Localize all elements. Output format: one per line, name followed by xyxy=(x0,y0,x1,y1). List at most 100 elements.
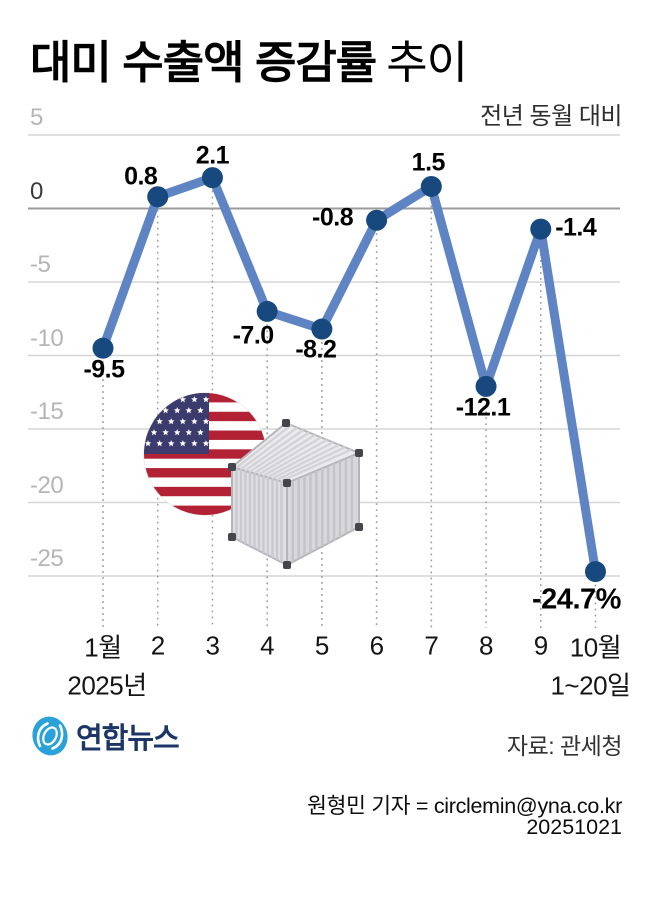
flag-star xyxy=(168,440,175,447)
container-ridge xyxy=(262,438,328,478)
x-tick-label: 5 xyxy=(314,630,329,661)
container-ridge xyxy=(271,443,340,480)
y-tick-label: -15 xyxy=(30,398,64,425)
flag-star xyxy=(162,407,169,414)
credit-line: 원형민 기자 = circlemin@yna.co.kr xyxy=(307,794,622,818)
data-point xyxy=(311,318,333,340)
y-tick-label: -20 xyxy=(30,471,64,499)
data-point-label: 1.5 xyxy=(411,148,446,177)
container-corner-fitting xyxy=(355,449,363,457)
y-tick-label: -5 xyxy=(30,251,51,278)
flag-star xyxy=(162,429,169,436)
data-point xyxy=(256,300,278,322)
us-flag-icon xyxy=(143,392,267,516)
dotted-guide-lines xyxy=(102,184,597,628)
container-ridge xyxy=(248,431,310,474)
flag-star xyxy=(144,440,152,447)
y-tick-label: -10 xyxy=(30,324,64,352)
data-point-label: -1.4 xyxy=(555,213,597,242)
data-point-label: -12.1 xyxy=(455,393,511,422)
data-point-label: -24.7% xyxy=(532,583,621,616)
y-tick-label: -25 xyxy=(30,545,64,572)
x-tick-label: 6 xyxy=(369,630,384,661)
data-point xyxy=(420,175,442,197)
shipping-container-icon xyxy=(228,419,363,569)
data-point xyxy=(530,218,552,240)
flag-star xyxy=(168,418,175,425)
x-tick-label: 4 xyxy=(260,630,275,661)
data-point xyxy=(92,337,114,359)
flag-stripe xyxy=(144,477,266,488)
data-point xyxy=(147,186,169,208)
page-title-suffix: 추이 xyxy=(386,37,468,88)
container-ridge xyxy=(257,436,322,476)
flag-star xyxy=(191,440,198,447)
page-title: 대미 수출액 증감률 추이 xyxy=(30,26,468,91)
flag-star xyxy=(202,418,210,425)
page-title-main: 대미 수출액 증감률 xyxy=(30,37,377,88)
flag-stripe xyxy=(144,458,266,469)
container-ridge xyxy=(253,433,316,475)
flag-star xyxy=(156,440,163,447)
flag-stripe xyxy=(144,449,266,460)
x-tick-label: 7 xyxy=(424,630,439,661)
yonhap-logo-text: 연합뉴스 xyxy=(76,723,180,755)
x-tick-label: 10월 xyxy=(569,632,622,663)
flag-star xyxy=(174,407,181,414)
y-tick-label: 0 xyxy=(30,177,43,205)
flag-star xyxy=(174,429,181,436)
x-sub-label: 2025년 xyxy=(67,670,147,701)
container-ridge xyxy=(280,448,352,483)
yonhap-logo-icon xyxy=(32,716,68,756)
flag-stripe xyxy=(144,496,266,507)
x-tick-label: 9 xyxy=(533,630,548,661)
container-corner-fitting xyxy=(282,419,290,427)
flag-stripe xyxy=(144,468,266,478)
flag-star xyxy=(197,429,204,436)
flag-star xyxy=(144,396,152,403)
flag-star xyxy=(150,407,158,414)
data-point xyxy=(366,209,388,231)
source-text: 자료: 관세청 xyxy=(506,733,623,759)
container-ridge xyxy=(239,426,298,471)
flag-stripe xyxy=(144,486,266,497)
y-tick-label: 5 xyxy=(30,104,43,131)
flag-star xyxy=(191,396,198,403)
chart-subtitle: 전년 동월 대비 xyxy=(480,103,622,130)
data-point-label: -7.0 xyxy=(232,321,275,350)
flag-canton xyxy=(144,393,209,454)
container-ridge xyxy=(275,446,346,482)
x-sub-label: 1~20일 xyxy=(550,670,631,701)
data-series xyxy=(92,167,606,583)
data-point-label: 2.1 xyxy=(195,141,230,170)
flag-star xyxy=(185,407,192,414)
container-ridge xyxy=(266,441,334,479)
flag-star xyxy=(156,418,163,425)
data-point-label: -0.8 xyxy=(312,203,354,232)
flag-star xyxy=(150,429,158,436)
data-point-label: -8.2 xyxy=(295,335,337,364)
date-line: 20251021 xyxy=(526,815,622,839)
x-tick-label: 1월 xyxy=(84,632,122,663)
flag-stripe xyxy=(144,505,266,515)
data-point xyxy=(584,561,606,583)
container-corner-fitting xyxy=(228,533,236,541)
flag-star xyxy=(185,429,192,436)
data-point-label: 0.8 xyxy=(124,162,158,191)
data-point xyxy=(475,375,497,397)
container-corner-fitting xyxy=(283,561,291,569)
container-corner-fitting xyxy=(228,463,236,471)
flag-star xyxy=(179,418,186,425)
flag-star xyxy=(144,418,152,425)
flag-star xyxy=(179,396,186,403)
flag-star xyxy=(179,440,186,447)
x-tick-label: 2 xyxy=(150,630,165,661)
flag-star xyxy=(202,440,210,447)
x-tick-label: 3 xyxy=(205,630,220,661)
series-line xyxy=(98,173,600,577)
x-tick-label: 8 xyxy=(479,630,494,661)
flag-star xyxy=(191,418,198,425)
data-point xyxy=(201,167,223,189)
